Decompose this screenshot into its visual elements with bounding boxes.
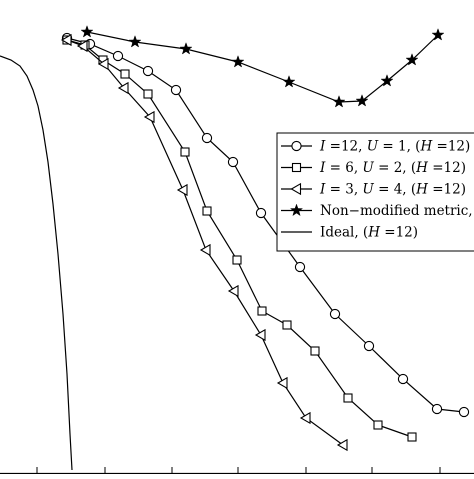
series-4 <box>0 55 73 471</box>
legend-label-2: I = 3, U = 4, (H =12) <box>319 182 466 198</box>
star-marker-3-4 <box>282 75 296 88</box>
triangle-marker-2-10 <box>299 411 311 425</box>
legend-label-part: =12) <box>380 225 418 241</box>
legend-label-part: U <box>367 139 379 155</box>
triangle-marker-2-7 <box>227 284 239 298</box>
square-marker-1-8 <box>257 306 267 316</box>
triangle-marker-2-3 <box>117 81 129 95</box>
square-marker-1-12 <box>373 420 383 430</box>
star-marker-3-7 <box>380 74 394 87</box>
legend-label-part: I <box>319 160 326 176</box>
circle-marker-0-3 <box>142 65 154 77</box>
legend-label-part: =12, <box>325 139 366 155</box>
legend-label-0: I =12, U = 1, (H =12) <box>319 139 470 155</box>
series-line-2 <box>66 39 344 446</box>
legend-label-part: Ideal, ( <box>320 225 368 241</box>
square-marker-1-5 <box>180 147 190 157</box>
square-marker-1-10 <box>310 346 320 356</box>
star-marker-3-5 <box>332 95 346 108</box>
plot-series <box>0 25 470 471</box>
legend-label-part: =12) <box>428 160 466 176</box>
square-marker-1-13 <box>407 432 417 442</box>
legend-label-part: I <box>319 182 326 198</box>
star-marker-3-0 <box>80 25 94 38</box>
legend-label-part: = 1, ( <box>378 139 420 155</box>
legend-label-part: Non−modified metric, ( <box>320 203 474 219</box>
legend-label-part: = 6, <box>325 160 362 176</box>
legend-label-part: H <box>415 160 428 176</box>
circle-marker-0-12 <box>431 403 443 415</box>
triangle-marker-2-11 <box>336 438 348 452</box>
legend-label-part: = 2, ( <box>374 160 416 176</box>
square-marker-1-3 <box>120 69 130 79</box>
legend-label-3: Non−modified metric, ( <box>320 203 474 219</box>
circle-marker-0-2 <box>112 50 124 62</box>
legend-label-part: H <box>367 225 380 241</box>
legend-label-part: = 4, ( <box>374 182 416 198</box>
square-marker-1-9 <box>282 320 292 330</box>
triangle-marker-2-2 <box>97 57 109 71</box>
triangle-marker-2-5 <box>176 183 188 197</box>
star-marker-3-9 <box>431 28 445 41</box>
circle-marker-0-9 <box>329 308 341 320</box>
series-line-4 <box>0 55 73 471</box>
series-line-0 <box>66 37 465 413</box>
star-marker-3-8 <box>405 53 419 66</box>
circle-marker-0-8 <box>294 261 306 273</box>
circle-marker-0-4 <box>170 84 182 96</box>
legend-label-part: I <box>319 139 326 155</box>
triangle-marker-2-1 <box>76 39 88 53</box>
series-2 <box>60 33 348 452</box>
triangle-marker-2-4 <box>143 110 155 124</box>
legend-box <box>276 132 474 252</box>
legend: I =12, U = 1, (H =12)I = 6, U = 2, (H =1… <box>276 132 474 252</box>
star-marker-3-2 <box>179 42 193 55</box>
legend-label-part: =12) <box>432 139 470 155</box>
triangle-marker-2-9 <box>276 376 288 390</box>
series-3 <box>80 25 445 108</box>
triangle-marker-2-0 <box>60 33 72 47</box>
circle-marker-0-6 <box>227 156 239 168</box>
legend-label-part: = 3, <box>325 182 362 198</box>
series-line-3 <box>86 31 439 103</box>
legend-label-part: H <box>415 182 428 198</box>
square-marker-legend-1 <box>291 162 302 173</box>
legend-label-part: =12) <box>428 182 466 198</box>
legend-label-part: U <box>362 160 374 176</box>
square-marker-1-7 <box>232 255 242 265</box>
square-marker-1-6 <box>202 206 212 216</box>
triangle-marker-2-6 <box>199 243 211 257</box>
circle-marker-0-11 <box>397 373 409 385</box>
square-marker-1-4 <box>143 89 153 99</box>
circle-marker-0-5 <box>201 132 213 144</box>
legend-label-4: Ideal, (H =12) <box>320 225 418 241</box>
legend-label-1: I = 6, U = 2, (H =12) <box>319 160 466 176</box>
triangle-marker-legend-2 <box>290 182 302 196</box>
star-marker-3-1 <box>128 35 142 48</box>
circle-marker-legend-0 <box>291 140 302 152</box>
star-marker-3-3 <box>231 55 245 68</box>
circle-marker-0-13 <box>458 406 470 418</box>
circle-marker-0-7 <box>255 207 267 219</box>
legend-label-part: H <box>419 139 432 155</box>
triangle-marker-2-8 <box>254 328 266 342</box>
square-marker-1-11 <box>343 393 353 403</box>
star-marker-3-6 <box>355 94 369 107</box>
legend-label-part: U <box>362 182 374 198</box>
circle-marker-0-10 <box>363 340 375 352</box>
star-marker-legend-3 <box>289 203 304 217</box>
x-axis <box>0 467 474 475</box>
